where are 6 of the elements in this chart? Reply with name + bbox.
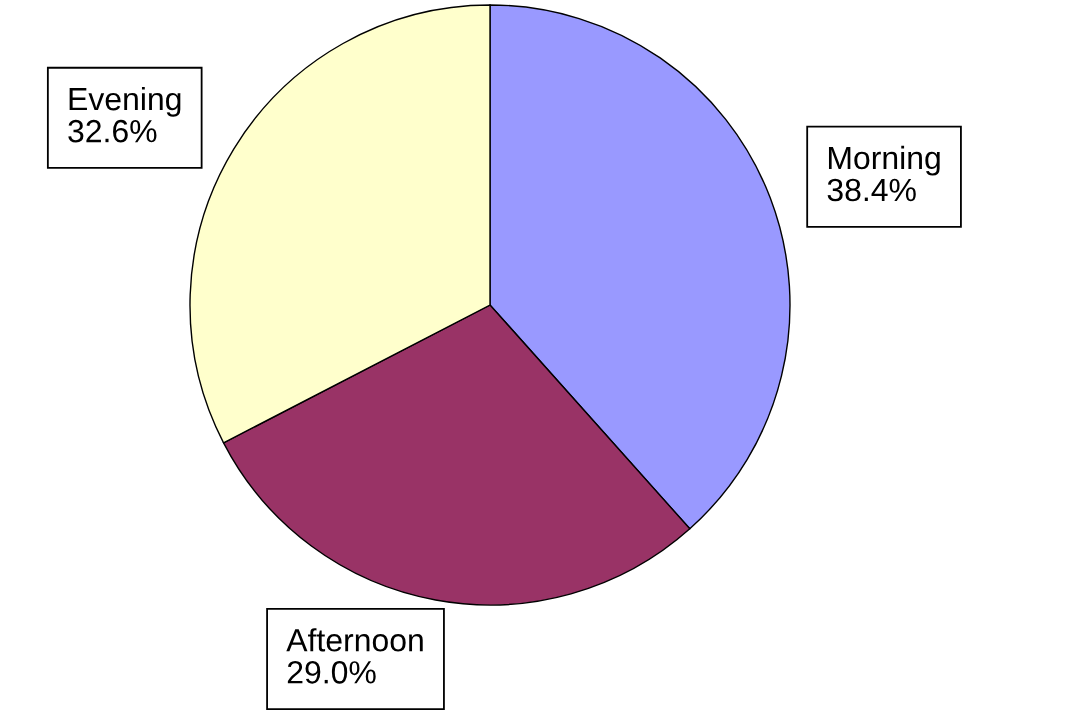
slice-label: Evening	[69, 86, 181, 117]
data-label: 29.0%	[287, 661, 376, 684]
slice-label: Morning	[828, 145, 940, 176]
slice-label: Afternoon	[286, 628, 423, 652]
data-label: 38.4%	[827, 178, 916, 202]
data-label: 32.6%	[68, 119, 157, 143]
